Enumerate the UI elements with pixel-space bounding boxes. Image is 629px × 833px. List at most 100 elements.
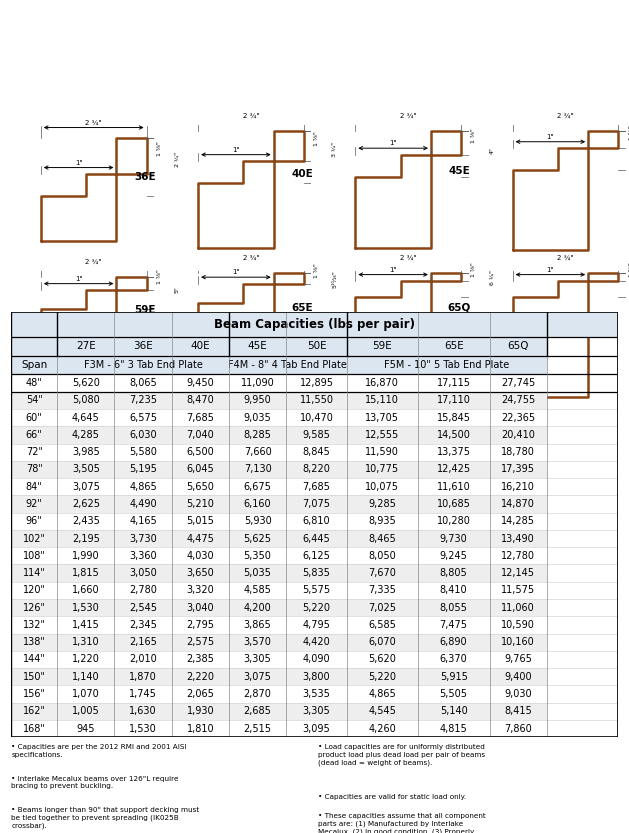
Text: 4,645: 4,645 — [72, 412, 99, 422]
Bar — [347, 599, 418, 616]
Bar — [489, 565, 547, 581]
Text: 11,610: 11,610 — [437, 481, 470, 491]
Text: 8,465: 8,465 — [369, 533, 396, 543]
Text: 2 ¾": 2 ¾" — [243, 113, 259, 119]
Bar — [11, 356, 57, 374]
Text: 2,515: 2,515 — [243, 724, 272, 734]
Text: 4,260: 4,260 — [369, 724, 396, 734]
Bar — [114, 426, 172, 443]
Bar — [286, 426, 347, 443]
Bar — [114, 443, 172, 461]
Text: 36E: 36E — [133, 342, 153, 352]
Bar — [57, 478, 114, 496]
Bar — [11, 581, 57, 599]
Bar — [489, 443, 547, 461]
Bar — [57, 686, 114, 703]
Bar — [114, 651, 172, 668]
Text: 66": 66" — [26, 430, 43, 440]
Text: 3,650: 3,650 — [186, 568, 214, 578]
Bar — [418, 443, 489, 461]
Text: 1,005: 1,005 — [72, 706, 99, 716]
Text: 2 ¾": 2 ¾" — [557, 255, 574, 261]
Bar — [114, 720, 172, 737]
Text: 9,950: 9,950 — [243, 396, 272, 406]
Bar — [172, 409, 229, 426]
Text: 2 ¾": 2 ¾" — [557, 113, 574, 119]
Text: 2 ¾": 2 ¾" — [86, 259, 102, 265]
Text: 78": 78" — [26, 465, 43, 475]
Bar — [172, 634, 229, 651]
Text: 2,625: 2,625 — [72, 499, 100, 509]
Text: 6,070: 6,070 — [369, 637, 396, 647]
Text: 16,870: 16,870 — [365, 378, 399, 388]
Bar — [172, 337, 229, 356]
Bar — [229, 496, 286, 512]
Text: 2,795: 2,795 — [186, 620, 214, 630]
Text: 45E: 45E — [448, 167, 470, 177]
Text: 5,080: 5,080 — [72, 396, 99, 406]
Text: 12,145: 12,145 — [501, 568, 535, 578]
Text: 18,780: 18,780 — [501, 447, 535, 457]
Bar — [489, 581, 547, 599]
Text: 6,445: 6,445 — [303, 533, 330, 543]
Text: 9,450: 9,450 — [186, 378, 214, 388]
Text: 11,090: 11,090 — [241, 378, 274, 388]
Text: 9,585: 9,585 — [303, 430, 330, 440]
Bar — [418, 565, 489, 581]
Text: 8,935: 8,935 — [369, 516, 396, 526]
Bar — [418, 686, 489, 703]
Bar — [57, 374, 114, 392]
Text: 1,415: 1,415 — [72, 620, 99, 630]
Text: 1": 1" — [75, 160, 82, 166]
Bar — [286, 703, 347, 720]
Bar — [489, 512, 547, 530]
Bar — [418, 392, 489, 409]
Text: 114": 114" — [23, 568, 46, 578]
Text: 6,890: 6,890 — [440, 637, 467, 647]
Text: 7,235: 7,235 — [129, 396, 157, 406]
Bar — [57, 426, 114, 443]
Text: 8,415: 8,415 — [504, 706, 532, 716]
Bar — [286, 392, 347, 409]
Bar — [229, 720, 286, 737]
Text: 1,660: 1,660 — [72, 586, 99, 596]
Text: 11,060: 11,060 — [501, 602, 535, 612]
Text: 6,030: 6,030 — [129, 430, 157, 440]
Bar — [11, 616, 57, 634]
Text: 36E: 36E — [134, 172, 156, 182]
Bar — [114, 392, 172, 409]
Text: 1 ⅝": 1 ⅝" — [471, 128, 476, 143]
Bar — [418, 616, 489, 634]
Text: 2,435: 2,435 — [72, 516, 100, 526]
Text: 3,800: 3,800 — [303, 671, 330, 681]
Bar — [11, 374, 57, 392]
Text: 5,220: 5,220 — [368, 671, 396, 681]
Text: 138": 138" — [23, 637, 46, 647]
Text: 2,220: 2,220 — [186, 671, 214, 681]
Bar — [57, 337, 114, 356]
Bar — [489, 461, 547, 478]
Bar — [347, 478, 418, 496]
Bar — [11, 512, 57, 530]
Bar — [347, 337, 418, 356]
Text: 4,030: 4,030 — [186, 551, 214, 561]
Text: 5,580: 5,580 — [129, 447, 157, 457]
Text: 2 ¾": 2 ¾" — [86, 120, 102, 126]
Text: F3M - 6" 3 Tab End Plate: F3M - 6" 3 Tab End Plate — [84, 360, 203, 370]
Text: 48": 48" — [26, 378, 43, 388]
Text: 20,410: 20,410 — [501, 430, 535, 440]
Bar — [347, 616, 418, 634]
Text: 10,280: 10,280 — [437, 516, 470, 526]
Text: 10,160: 10,160 — [501, 637, 535, 647]
Bar — [229, 337, 286, 356]
Text: 3,075: 3,075 — [72, 481, 100, 491]
Text: 4,585: 4,585 — [243, 586, 272, 596]
Text: 1 ⅝": 1 ⅝" — [157, 141, 162, 156]
Bar — [57, 409, 114, 426]
Text: 8,050: 8,050 — [369, 551, 396, 561]
Text: 5,575: 5,575 — [303, 586, 331, 596]
Text: F5M - 10" 5 Tab End Plate: F5M - 10" 5 Tab End Plate — [384, 360, 509, 370]
Text: 7,335: 7,335 — [368, 586, 396, 596]
Bar — [114, 581, 172, 599]
Text: • Capacities are per the 2012 RMI and 2001 AISI
specifications.: • Capacities are per the 2012 RMI and 20… — [11, 744, 187, 757]
